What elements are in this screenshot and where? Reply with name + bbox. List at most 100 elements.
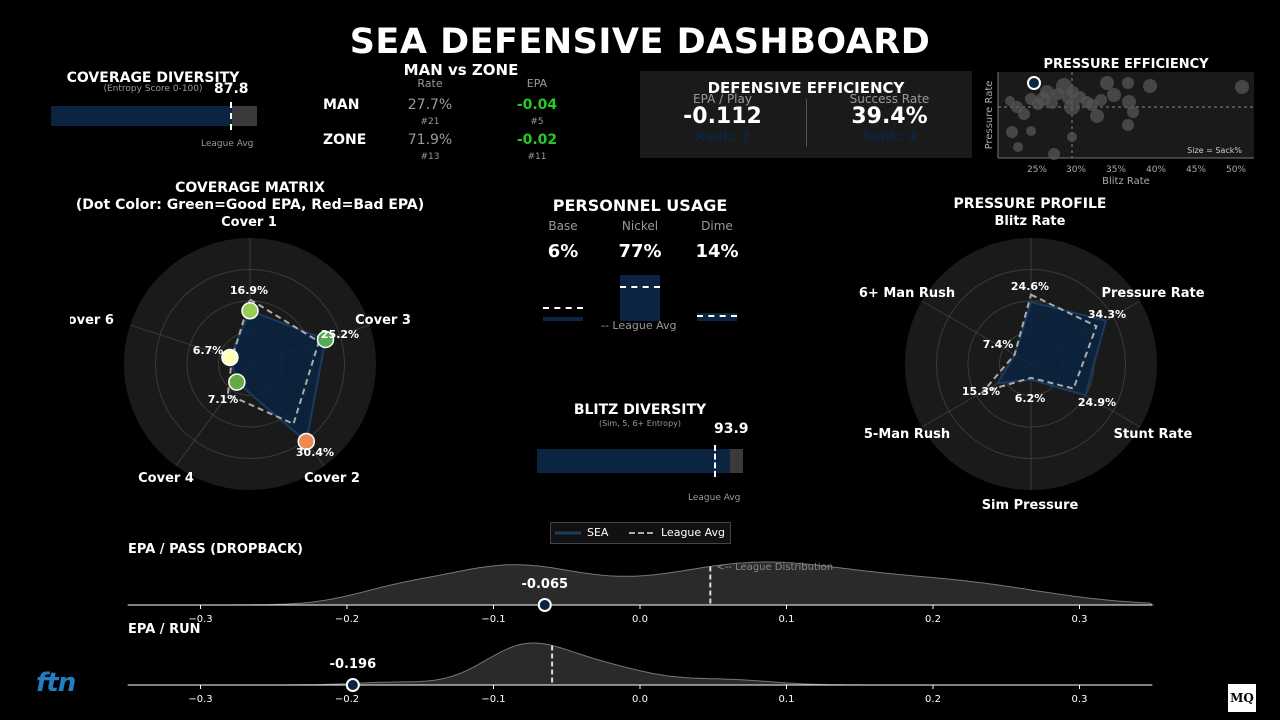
coverage-matrix-axis-label: Cover 3	[355, 313, 411, 328]
epa-pass-tick-label: −0.3	[188, 614, 212, 625]
personnel-league-avg-dime	[697, 315, 737, 317]
epa-pass-density	[127, 561, 1155, 606]
coverage-matrix-value-label: 30.4%	[296, 446, 334, 459]
success-rate-value: 39.4%	[851, 104, 928, 129]
epa-pass-distribution: −0.3 −0.2 −0.1 0.0 0.1 0.2 0.3 -0.065 <-- League…	[127, 561, 1155, 625]
defensive-efficiency-panel: DEFENSIVE EFFICIENCY EPA / Play -0.112 R…	[640, 71, 972, 158]
epa-run-tick-label: 0.2	[925, 694, 941, 705]
epa-pass-tick-label: 0.1	[779, 614, 795, 625]
pressure-efficiency-team-point	[1046, 97, 1058, 109]
defensive-efficiency-title: DEFENSIVE EFFICIENCY	[707, 79, 905, 97]
epa-run-tick-label: 0.1	[779, 694, 795, 705]
pressure-profile-value-label: 7.4%	[983, 338, 1014, 351]
coverage-diversity-league-avg-line	[230, 102, 233, 130]
pressure-efficiency-tick-40: 40%	[1146, 165, 1166, 175]
legend-sea-label: SEA	[587, 526, 609, 539]
epa-pass-tick-label: 0.2	[925, 614, 941, 625]
pressure-efficiency-tick-45: 45%	[1186, 165, 1206, 175]
zone-rate: 71.9%	[407, 132, 453, 148]
personnel-label-nickel: Nickel	[621, 219, 659, 233]
personnel-value-base: 6%	[547, 241, 579, 262]
pressure-efficiency-tick-50: 50%	[1226, 165, 1246, 175]
ftn-logo: ftn	[36, 668, 76, 698]
pressure-efficiency-team-point	[1122, 119, 1134, 131]
epa-run-tick-label: 0.0	[632, 694, 648, 705]
coverage-diversity-fill	[51, 106, 232, 126]
pressure-efficiency-team-point	[1107, 88, 1121, 102]
coverage-diversity-subtitle: (Entropy Score 0-100)	[103, 84, 203, 94]
pressure-efficiency-team-point	[1086, 99, 1098, 111]
pressure-efficiency-team-point	[1013, 142, 1023, 152]
personnel-usage-title: PERSONNEL USAGE	[552, 196, 728, 215]
epa-play-label: EPA / Play	[693, 92, 752, 106]
epa-play-value: -0.112	[683, 104, 762, 129]
pressure-efficiency-tick-35: 35%	[1106, 165, 1126, 175]
epa-run-tick-label: −0.1	[481, 694, 505, 705]
pressure-efficiency-team-point	[1122, 95, 1136, 109]
pressure-efficiency-ylabel: Pressure Rate	[984, 81, 995, 150]
coverage-matrix-value-label: 6.7%	[193, 344, 224, 357]
blitz-diversity-title: BLITZ DIVERSITY	[573, 402, 707, 418]
personnel-league-avg-nickel	[620, 286, 660, 289]
blitz-diversity-league-label: League Avg	[688, 493, 741, 503]
legend-sea-swatch	[555, 531, 581, 535]
pressure-efficiency-team-point	[1235, 80, 1249, 94]
pressure-profile-axis-label: Blitz Rate	[995, 214, 1066, 229]
pressure-efficiency-team-point	[1090, 109, 1104, 123]
personnel-value-dime: 14%	[695, 241, 739, 262]
pressure-profile-league-line	[980, 293, 1098, 394]
personnel-label-base: Base	[548, 219, 578, 233]
zone-epa: -0.02	[516, 132, 558, 148]
coverage-diversity-bar	[51, 102, 257, 130]
pressure-profile-title: PRESSURE PROFILE	[953, 196, 1107, 212]
epa-pass-tick-label: 0.0	[632, 614, 648, 625]
epa-run-sea-point	[345, 678, 360, 692]
pressure-efficiency-team-point	[1064, 99, 1080, 115]
pressure-efficiency-team-point	[1067, 132, 1077, 142]
coverage-matrix-dot	[316, 330, 335, 349]
pressure-efficiency-sea-point	[1027, 76, 1041, 90]
legend: SEA League Avg	[550, 522, 731, 544]
zone-rate-rank: #13	[420, 152, 440, 162]
man-zone-col-rate: Rate	[417, 77, 443, 90]
man-zone-title: MAN vs ZONE	[403, 61, 519, 79]
efficiency-divider	[806, 99, 807, 147]
coverage-matrix-axis-label: Cover 6	[70, 313, 114, 328]
pressure-profile-axis-label: 5-Man Rush	[864, 427, 950, 442]
man-zone-col-epa: EPA	[526, 77, 548, 90]
coverage-matrix-subtitle: (Dot Color: Green=Good EPA, Red=Bad EPA)	[75, 197, 425, 213]
epa-pass-title: EPA / PASS (DROPBACK)	[128, 542, 303, 557]
pressure-profile-value-label: 34.3%	[1088, 308, 1126, 321]
man-rate: 27.7%	[407, 97, 453, 113]
epa-pass-sea-value: -0.065	[522, 577, 569, 592]
pressure-efficiency-team-point	[1095, 94, 1107, 106]
man-rate-rank: #21	[420, 117, 440, 127]
epa-run-density	[127, 642, 1153, 686]
personnel-league-label: -- League Avg	[601, 319, 677, 332]
epa-pass-sea-point	[537, 598, 552, 612]
pressure-profile-axis-label: 6+ Man Rush	[859, 286, 955, 301]
pressure-profile-axis-label: Stunt Rate	[1114, 427, 1193, 442]
pressure-efficiency-note: Size = Sack%	[1187, 146, 1242, 155]
pressure-efficiency-team-point	[1026, 126, 1036, 136]
legend-league-swatch	[629, 532, 653, 534]
epa-pass-tick-label: 0.3	[1072, 614, 1088, 625]
pressure-efficiency-tick-30: 30%	[1066, 165, 1086, 175]
pressure-profile-axis-label: Pressure Rate	[1101, 286, 1204, 301]
pressure-efficiency-tick-25: 25%	[1027, 165, 1047, 175]
success-rate-rank: Rank: 4	[861, 130, 918, 145]
pressure-profile-axis-label: Sim Pressure	[982, 498, 1079, 513]
coverage-matrix-value-label: 16.9%	[230, 284, 268, 297]
coverage-diversity-value: 87.8	[214, 81, 249, 97]
pressure-efficiency-chart: Size = Sack% 25% 30% 35% 40% 45% 50% Bli…	[984, 72, 1254, 187]
pressure-efficiency-team-point	[1143, 79, 1157, 93]
pressure-efficiency-team-point	[1122, 77, 1134, 89]
coverage-matrix-value-label: 25.2%	[321, 328, 359, 341]
coverage-matrix-axis-label: Cover 1	[221, 215, 277, 230]
epa-pass-tick-label: −0.1	[481, 614, 505, 625]
man-row-label: MAN	[323, 97, 360, 113]
pressure-efficiency-title: PRESSURE EFFICIENCY	[1043, 57, 1209, 72]
coverage-matrix-axis-label: Cover 4	[138, 471, 194, 486]
pressure-efficiency-team-point	[1018, 108, 1030, 120]
pressure-efficiency-team-point	[1040, 85, 1054, 99]
